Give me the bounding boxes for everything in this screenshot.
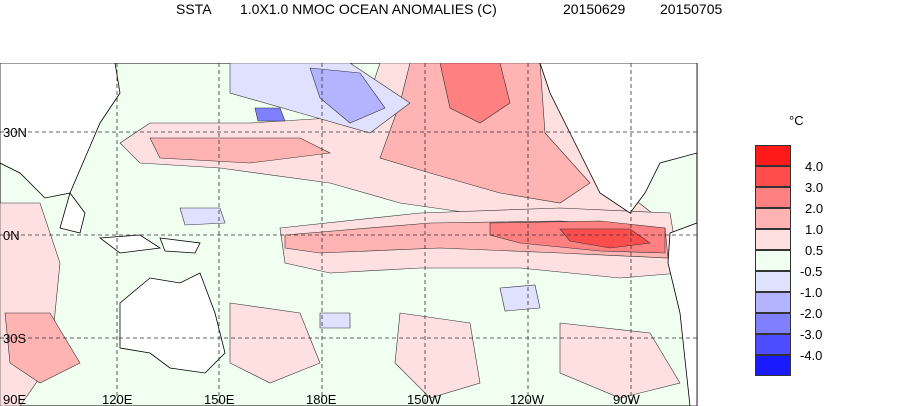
legend-swatch <box>755 292 791 313</box>
legend-swatch <box>755 271 791 292</box>
cool-region <box>179 207 226 226</box>
legend-label: 4.0 <box>805 159 824 174</box>
warm-region <box>229 302 321 384</box>
land-north-america <box>539 63 698 214</box>
warm-region <box>379 63 591 204</box>
title-variable: SSTA <box>176 1 212 17</box>
lon-label: 180E <box>306 392 337 406</box>
legend-label: 1.0 <box>805 222 824 237</box>
legend-swatch <box>755 334 791 355</box>
title-end-date: 20150705 <box>660 1 723 17</box>
land-australia <box>119 272 226 374</box>
legend-label: -2.0 <box>800 306 823 321</box>
legend-label: -0.5 <box>800 264 823 279</box>
legend-label: -4.0 <box>800 348 823 363</box>
warm-region <box>394 312 481 399</box>
lat-label: 30N <box>3 125 27 140</box>
lon-label: 150E <box>204 392 235 406</box>
lat-labels: 30N 0N 30S <box>3 125 27 346</box>
lat-label: 0N <box>3 228 20 243</box>
land-new-guinea <box>159 237 201 254</box>
land-indochina <box>59 192 86 234</box>
legend-swatch <box>755 313 791 334</box>
warm-region <box>559 228 651 249</box>
warm-region <box>439 63 511 124</box>
cool-region <box>499 284 541 312</box>
title-start-date: 20150629 <box>563 1 626 17</box>
legend-swatch <box>755 229 791 250</box>
legend-label: 2.0 <box>805 201 824 216</box>
lon-label: 150W <box>407 392 442 406</box>
legend-swatch <box>755 166 791 187</box>
anomaly-map: 90E 120E 150E 180E 150W 120W 90W 30N 0N … <box>0 63 698 406</box>
warm-region <box>559 322 681 399</box>
lon-label: 120E <box>102 392 133 406</box>
lon-labels: 90E 120E 150E 180E 150W 120W 90W <box>3 392 640 406</box>
legend-label: 0.5 <box>805 243 824 258</box>
warm-region <box>4 312 81 384</box>
legend-label: -1.0 <box>800 285 823 300</box>
lon-label: 120W <box>510 392 545 406</box>
lat-label: 30S <box>3 331 26 346</box>
legend-label: 3.0 <box>805 180 824 195</box>
legend-swatch <box>755 355 791 376</box>
lon-label: 90W <box>613 392 640 406</box>
legend-swatch <box>755 145 791 166</box>
cool-region <box>309 67 386 124</box>
warm-region <box>149 137 332 164</box>
legend-unit: °C <box>789 113 804 128</box>
grid-lines <box>0 63 697 406</box>
land-asia <box>0 63 121 199</box>
land-south-america <box>667 222 698 406</box>
land-indonesia <box>98 234 162 254</box>
legend-swatch <box>755 250 791 271</box>
cool-region <box>319 312 351 329</box>
anomaly-contours <box>0 63 681 406</box>
legend-swatch <box>755 187 791 208</box>
title-description: 1.0X1.0 NMOC OCEAN ANOMALIES (C) <box>240 1 497 17</box>
land <box>0 63 698 406</box>
legend-label: -3.0 <box>800 327 823 342</box>
chart-title: SSTA 1.0X1.0 NMOC OCEAN ANOMALIES (C) 20… <box>0 0 900 20</box>
legend-swatch <box>755 208 791 229</box>
cool-region <box>254 107 286 122</box>
lon-label: 90E <box>3 392 26 406</box>
